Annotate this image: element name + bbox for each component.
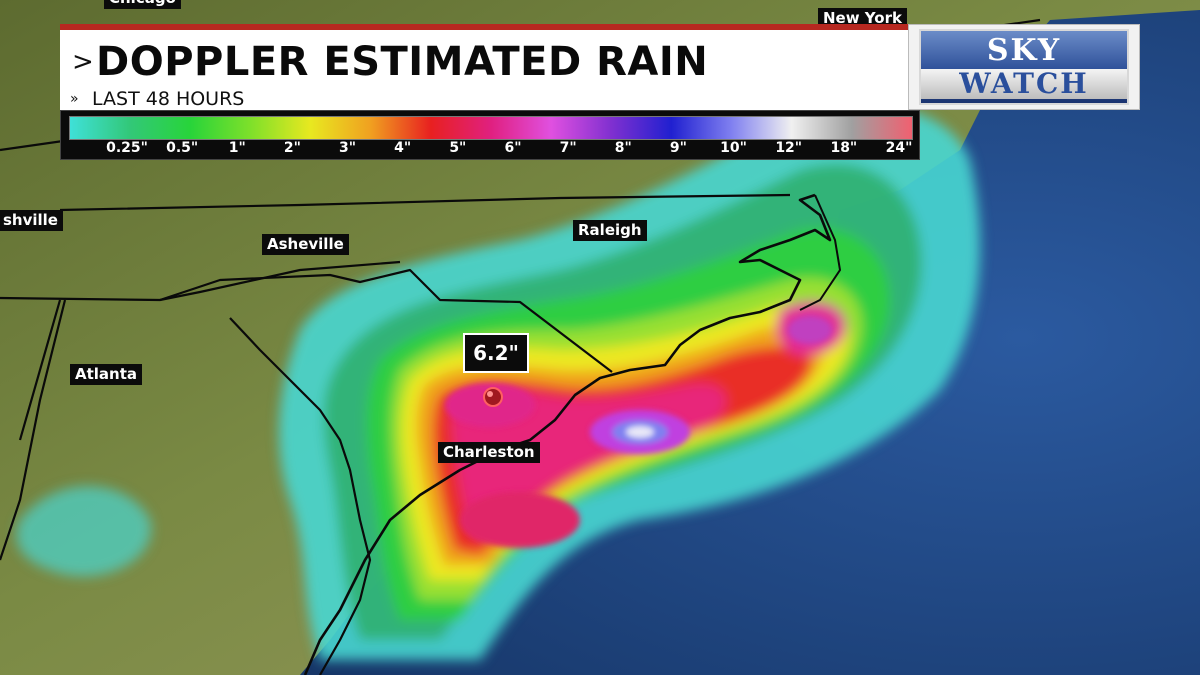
legend-label: 4" <box>394 140 412 156</box>
coastline <box>303 193 832 675</box>
legend-label: 6" <box>504 140 522 156</box>
legend-label: 18" <box>830 140 858 156</box>
legend-label: 2" <box>283 140 301 156</box>
legend-label: 10" <box>720 140 747 156</box>
legend-label: 12" <box>775 140 803 156</box>
legend-label: 8" <box>614 140 632 156</box>
city-label-nashville: shville <box>0 210 63 231</box>
city-label-chicago: Chicago <box>104 0 181 9</box>
double-chevron-icon: » <box>70 91 79 107</box>
legend-color-bar <box>69 116 913 140</box>
title-banner: > DOPPLER ESTIMATED RAIN » LAST 48 HOURS <box>60 24 916 110</box>
rain-legend: 0.25" 0.5" 1" 2" 3" 4" 5" 6" 7" 8" 9" 10" 12" 18" 24" <box>60 110 920 160</box>
city-label-raleigh: Raleigh <box>573 220 647 241</box>
page-title: DOPPLER ESTIMATED RAIN <box>96 39 709 85</box>
legend-label: 9" <box>669 140 687 156</box>
legend-label: 24" <box>885 140 913 156</box>
legend-label: 7" <box>559 140 577 156</box>
logo-text-bottom: WATCH <box>921 69 1127 99</box>
city-label-charleston: Charleston <box>438 442 540 463</box>
skywatch-logo: SKY WATCH <box>908 24 1140 110</box>
chevron-right-icon: > <box>72 47 94 77</box>
rain-max-marker <box>483 387 503 407</box>
legend-label: 5" <box>449 140 467 156</box>
logo-badge: SKY WATCH <box>919 29 1129 105</box>
city-label-atlanta: Atlanta <box>70 364 143 385</box>
city-label-asheville: Asheville <box>262 234 349 255</box>
city-label-new-york: New York <box>818 8 907 29</box>
max-rainfall-callout: 6.2" <box>463 333 529 373</box>
rain-core <box>445 316 832 548</box>
subtitle: LAST 48 HOURS <box>92 88 245 110</box>
legend-labels: 0.25" 0.5" 1" 2" 3" 4" 5" 6" 7" 8" 9" 10" 12" 18" 24" <box>69 138 913 158</box>
legend-label: 0.25" <box>106 140 148 156</box>
legend-label: 1" <box>228 140 246 156</box>
logo-text-top: SKY <box>986 33 1062 68</box>
legend-label: 3" <box>339 140 357 156</box>
legend-label: 0.5" <box>166 140 199 156</box>
